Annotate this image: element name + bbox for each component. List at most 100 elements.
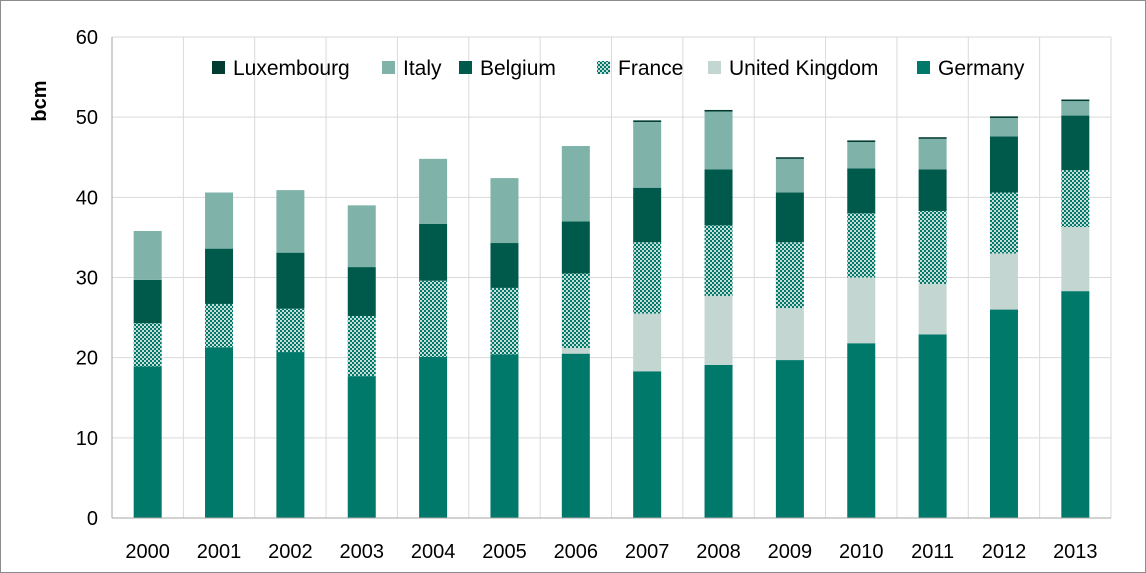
legend-label-france: France: [618, 57, 683, 80]
bar-germany-2012: [989, 309, 1018, 518]
bar-italy-2001: [205, 192, 234, 249]
bar-germany-2005: [490, 354, 519, 518]
y-tick-label: 0: [87, 508, 98, 530]
bar-united-kingdom-2013: [1061, 226, 1090, 292]
bar-france-2002: [276, 308, 305, 353]
bar-france-2007: [633, 242, 662, 314]
bar-france-2001: [205, 303, 234, 348]
bar-italy-2002: [276, 190, 305, 253]
bar-luxembourg-2011: [918, 137, 947, 139]
legend-swatch-united-kingdom: [708, 61, 721, 74]
bar-united-kingdom-2009: [775, 307, 804, 361]
bar-united-kingdom-2010: [847, 277, 876, 344]
bar-germany-2009: [775, 360, 804, 518]
bar-belgium-2003: [347, 267, 376, 316]
bars: [133, 99, 1090, 518]
bar-france-2000: [133, 323, 162, 367]
bar-luxembourg-2013: [1061, 99, 1090, 102]
bar-italy-2011: [918, 138, 947, 170]
x-tick-label: 2004: [411, 541, 456, 563]
legend-label-united-kingdom: United Kingdom: [729, 57, 878, 80]
bar-france-2010: [847, 213, 876, 278]
bar-italy-2005: [490, 178, 519, 244]
bar-france-2011: [918, 210, 947, 284]
bar-luxembourg-2008: [704, 109, 733, 112]
bar-italy-2008: [704, 111, 733, 170]
x-tick-label: 2008: [696, 541, 741, 563]
legend-label-italy: Italy: [403, 57, 442, 80]
bar-italy-2009: [775, 158, 804, 193]
x-tick-label: 2010: [839, 541, 884, 563]
x-tick-label: 2000: [125, 541, 170, 563]
bar-belgium-2009: [775, 192, 804, 243]
x-tick-label: 2005: [482, 541, 527, 563]
bar-belgium-2010: [847, 168, 876, 214]
bar-belgium-2012: [989, 136, 1018, 193]
y-tick-label: 30: [76, 268, 98, 290]
y-tick-label: 50: [76, 107, 98, 129]
x-tick-label: 2012: [982, 541, 1027, 563]
bar-luxembourg-2012: [989, 116, 1018, 118]
bar-germany-2002: [276, 352, 305, 518]
y-tick-label: 20: [76, 348, 98, 370]
x-tick-label: 2013: [1053, 541, 1098, 563]
bar-united-kingdom-2012: [989, 253, 1018, 310]
bar-germany-2001: [205, 347, 234, 518]
bar-italy-2013: [1061, 101, 1090, 116]
bar-germany-2011: [918, 334, 947, 518]
legend-swatch-belgium: [459, 61, 472, 74]
bar-united-kingdom-2011: [918, 283, 947, 335]
legend-swatch-italy: [382, 61, 395, 74]
x-tick-label: 2001: [197, 541, 242, 563]
bar-france-2006: [561, 273, 590, 349]
bar-germany-2010: [847, 343, 876, 518]
x-tick-label: 2007: [625, 541, 670, 563]
bar-italy-2007: [633, 121, 662, 188]
bar-france-2013: [1061, 170, 1090, 227]
legend-swatch-luxembourg: [212, 61, 225, 74]
x-tick-label: 2002: [268, 541, 313, 563]
y-tick-label: 60: [76, 27, 98, 49]
bar-france-2005: [490, 287, 519, 355]
bar-belgium-2008: [704, 169, 733, 226]
legend-label-luxembourg: Luxembourg: [233, 57, 350, 80]
bar-united-kingdom-2007: [633, 313, 662, 372]
bar-italy-2006: [561, 146, 590, 222]
gridlines: [111, 36, 1112, 518]
bar-belgium-2007: [633, 187, 662, 243]
bar-france-2008: [704, 225, 733, 296]
x-tick-label: 2009: [768, 541, 813, 563]
bar-france-2003: [347, 315, 376, 377]
bar-france-2004: [419, 280, 448, 357]
bar-luxembourg-2010: [847, 140, 876, 143]
bar-italy-2012: [989, 117, 1018, 137]
axes: 0 10 20 30 40 50 60 2000 2001 2002 2003 2004 2005 200…: [76, 27, 1111, 563]
bar-germany-2006: [561, 353, 590, 518]
bar-italy-2003: [347, 205, 376, 268]
bar-germany-2000: [133, 366, 162, 518]
bar-italy-2010: [847, 142, 876, 169]
bar-italy-2000: [133, 231, 162, 280]
bar-luxembourg-2007: [633, 120, 662, 122]
x-tick-label: 2003: [340, 541, 385, 563]
bar-united-kingdom-2006: [561, 348, 590, 354]
bar-germany-2008: [704, 364, 733, 518]
bar-germany-2013: [1061, 291, 1090, 518]
bar-france-2012: [989, 192, 1018, 254]
legend-swatch-germany: [917, 61, 930, 74]
bar-germany-2007: [633, 371, 662, 518]
legend-label-germany: Germany: [938, 57, 1025, 80]
bar-germany-2004: [419, 356, 448, 518]
bar-belgium-2002: [276, 252, 305, 309]
bar-belgium-2000: [133, 279, 162, 324]
legend: Luxembourg Italy Belgium France United Kingd…: [212, 57, 1025, 80]
y-tick-label: 40: [76, 187, 98, 209]
bar-italy-2004: [419, 158, 448, 224]
bar-belgium-2006: [561, 221, 590, 274]
legend-label-belgium: Belgium: [480, 57, 556, 80]
bar-belgium-2001: [205, 248, 234, 304]
y-axis-label: bcm: [29, 80, 51, 121]
x-tick-label: 2006: [554, 541, 599, 563]
bar-germany-2003: [347, 376, 376, 518]
